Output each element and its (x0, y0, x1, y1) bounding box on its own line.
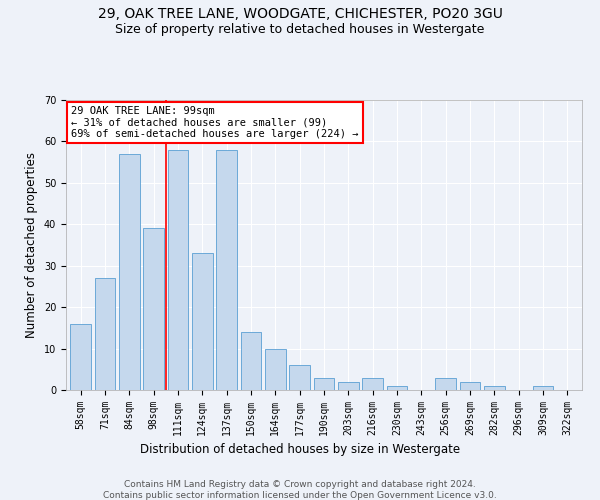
Bar (241, 332, 262, 390)
Text: 29 OAK TREE LANE: 99sqm
← 31% of detached houses are smaller (99)
69% of semi-de: 29 OAK TREE LANE: 99sqm ← 31% of detache… (71, 106, 359, 139)
Bar (119, 154, 140, 390)
Bar (143, 228, 164, 390)
Bar (192, 254, 212, 390)
Bar (484, 386, 505, 390)
Bar (436, 378, 456, 390)
Bar (95, 278, 115, 390)
Bar (265, 348, 286, 390)
Text: Size of property relative to detached houses in Westergate: Size of property relative to detached ho… (115, 22, 485, 36)
Text: Distribution of detached houses by size in Westergate: Distribution of detached houses by size … (140, 442, 460, 456)
Bar (289, 365, 310, 390)
Y-axis label: Number of detached properties: Number of detached properties (25, 152, 38, 338)
Text: Contains public sector information licensed under the Open Government Licence v3: Contains public sector information licen… (103, 491, 497, 500)
Text: 29, OAK TREE LANE, WOODGATE, CHICHESTER, PO20 3GU: 29, OAK TREE LANE, WOODGATE, CHICHESTER,… (98, 8, 502, 22)
Bar (70, 324, 91, 390)
Bar (362, 378, 383, 390)
Text: Contains HM Land Registry data © Crown copyright and database right 2024.: Contains HM Land Registry data © Crown c… (124, 480, 476, 489)
Bar (314, 378, 334, 390)
Bar (216, 150, 237, 390)
Bar (533, 386, 553, 390)
Bar (460, 382, 481, 390)
Bar (338, 382, 359, 390)
Bar (386, 386, 407, 390)
Bar (167, 150, 188, 390)
